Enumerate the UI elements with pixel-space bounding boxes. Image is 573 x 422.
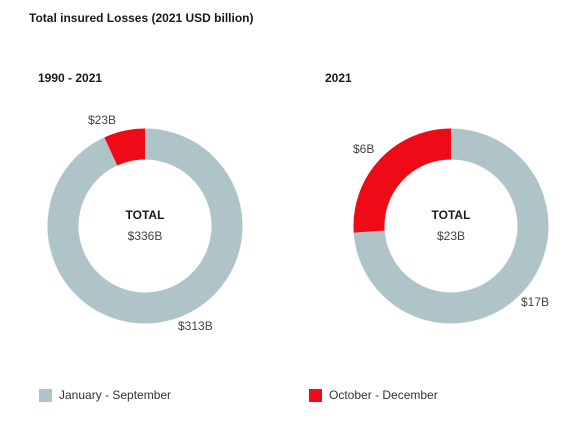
slice-label: $17B [521,295,549,309]
legend-swatch-january-september [39,388,52,402]
center-total-value: $23B [437,229,465,243]
donut-slice-october-december [104,128,146,166]
legend-label-october-december: October - December [329,388,438,402]
donut-slice-january-september [47,128,243,324]
chart-title: Total insured Losses (2021 USD billion) [29,11,254,25]
legend-swatch-october-december [309,388,322,402]
chart-heading-2021: 2021 [325,71,352,85]
center-total-label: TOTAL [432,208,471,222]
donut-slice-january-september [353,128,549,324]
legend-item-october-december: October - December [309,388,438,402]
slice-label: $23B [88,113,116,127]
chart-heading-1990-2021: 1990 - 2021 [38,71,103,85]
center-total-value: $336B [128,229,163,243]
donut-slice-october-december [353,128,452,233]
center-total-label: TOTAL [126,208,165,222]
legend-item-january-september: January - September [39,388,171,402]
slice-label: $6B [353,142,374,156]
slice-label: $313B [178,319,213,333]
legend-label-january-september: January - September [59,388,172,402]
